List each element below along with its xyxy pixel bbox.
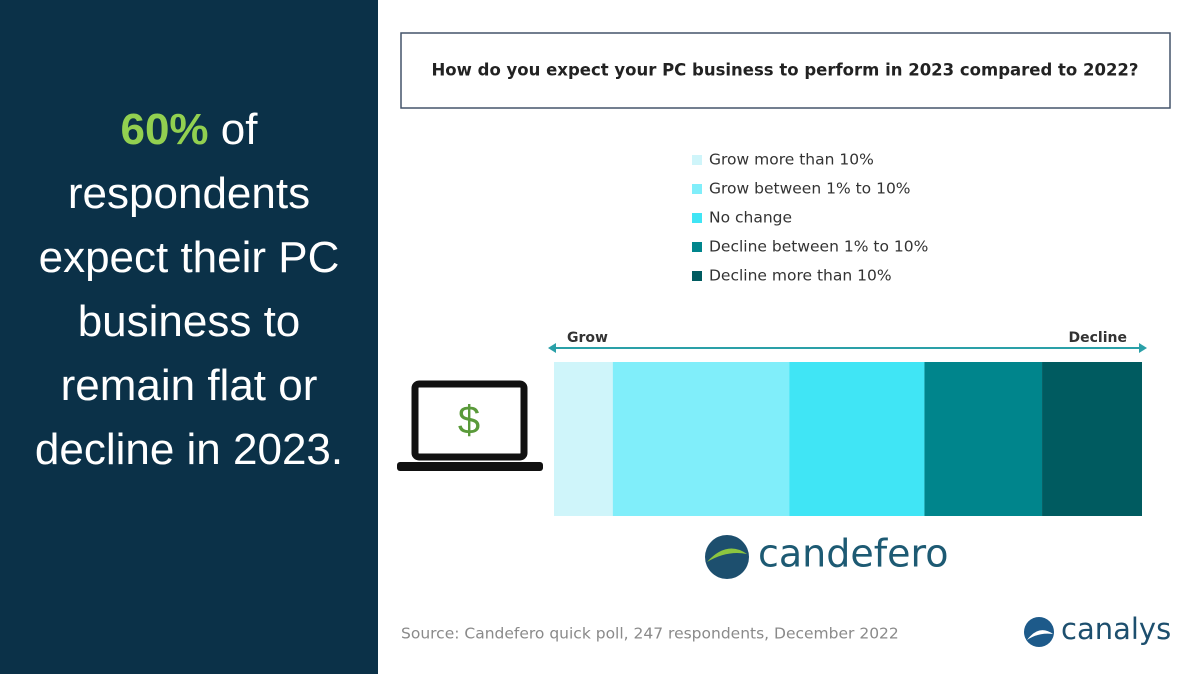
bar-segment — [789, 362, 925, 516]
legend-label: Decline between 1% to 10% — [709, 238, 928, 256]
legend-label: Decline more than 10% — [709, 267, 892, 285]
legend-swatch — [692, 213, 702, 223]
sponsor-name: candefero — [758, 532, 949, 576]
brand-logo: canalys — [1024, 612, 1171, 647]
brand-name: canalys — [1061, 612, 1171, 646]
headline: 60% of respondents expect their PC busin… — [20, 98, 358, 482]
legend-label: Grow between 1% to 10% — [709, 180, 911, 198]
svg-text:$: $ — [458, 399, 480, 443]
arrow-label-left: Grow — [567, 330, 608, 346]
left-panel: 60% of respondents expect their PC busin… — [0, 0, 378, 674]
legend-swatch — [692, 271, 702, 281]
legend-swatch — [692, 242, 702, 252]
arrow-label-right: Decline — [1069, 330, 1127, 346]
headline-highlight: 60% — [120, 105, 209, 154]
bar-segment — [612, 362, 790, 516]
headline-text: of respondents expect their PC business … — [34, 105, 344, 474]
chart-title: How do you expect your PC business to pe… — [432, 61, 1139, 80]
source: Source: Candefero quick poll, 247 respon… — [401, 625, 899, 643]
laptop-icon: $ — [397, 380, 543, 471]
legend-label: Grow more than 10% — [709, 151, 874, 169]
legend-label: No change — [709, 209, 792, 227]
title-box — [400, 32, 1171, 109]
bar-segment — [924, 362, 1043, 516]
legend-swatch — [692, 184, 702, 194]
sponsor-logo: candefero — [705, 532, 949, 579]
bar-segment — [554, 362, 613, 516]
legend-swatch — [692, 155, 702, 165]
bar-segment — [1042, 362, 1142, 516]
